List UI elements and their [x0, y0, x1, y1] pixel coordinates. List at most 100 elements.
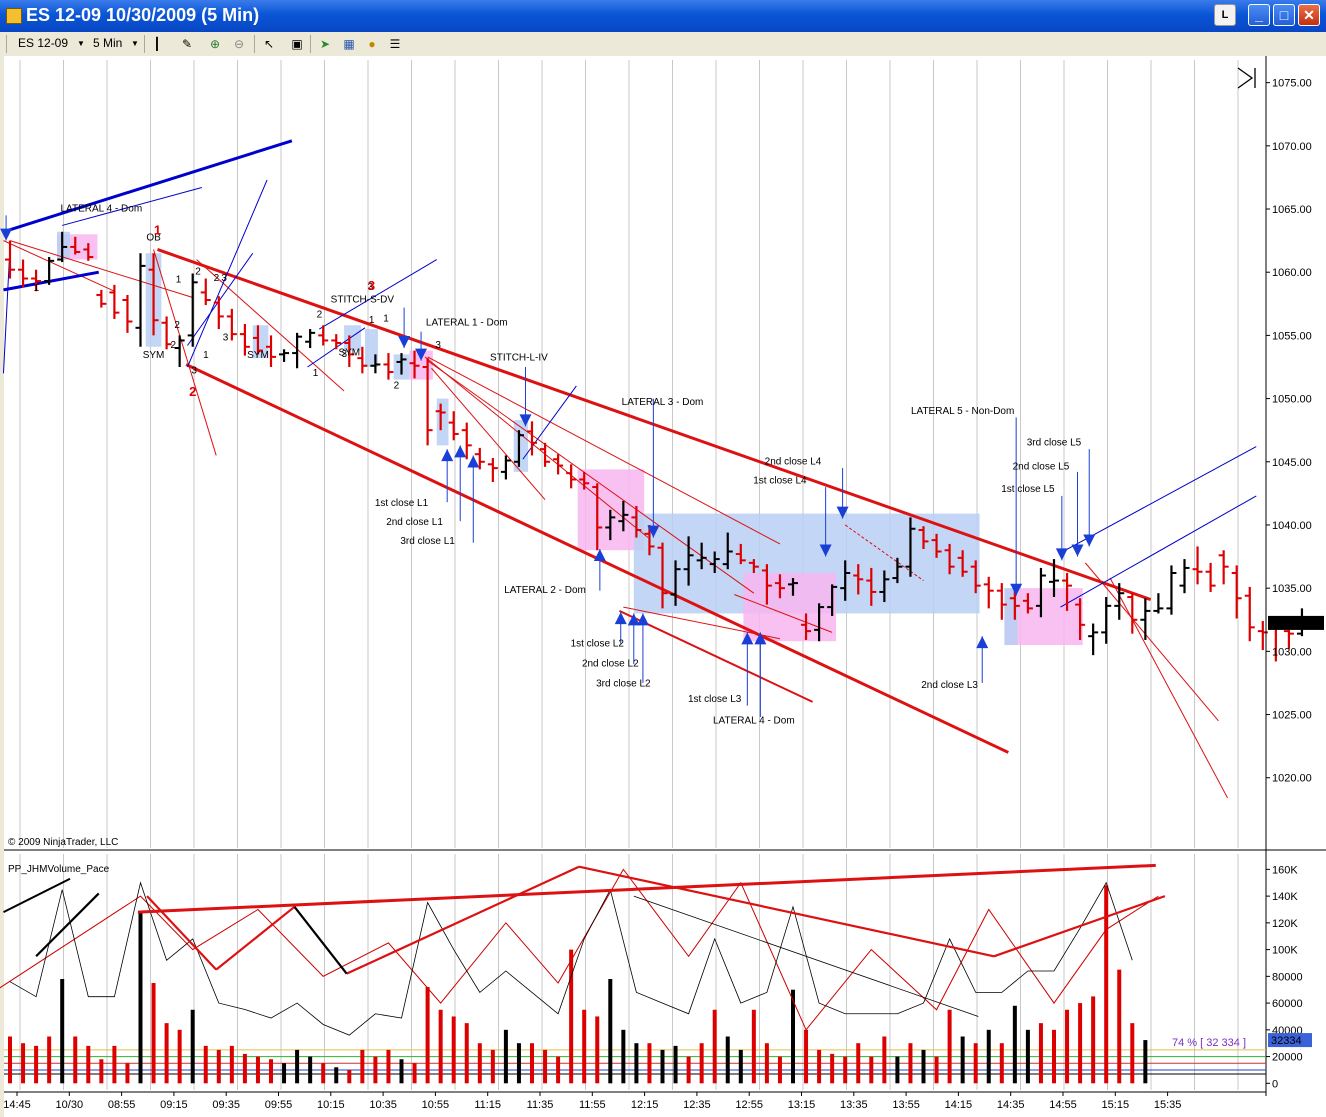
thin-line — [196, 259, 345, 392]
price-tick-label: 1070.00 — [1272, 141, 1312, 153]
volume-bar — [399, 1059, 404, 1084]
time-tick-label: 10:15 — [317, 1099, 345, 1111]
price-bar — [592, 483, 603, 551]
zoom-out-icon[interactable]: ⊖ — [233, 37, 245, 51]
price-bar — [239, 324, 250, 356]
chart-area[interactable]: LATERAL 4 - Dom OB SYM SYM SYM STITCH-S-DV LAT… — [0, 56, 1326, 1117]
time-tick-label: 09:15 — [160, 1099, 188, 1111]
volume-bar — [960, 1036, 965, 1084]
time-tick-label: 14:15 — [945, 1099, 973, 1111]
wave-count-label: 2 — [171, 340, 177, 351]
chevron-down-icon[interactable]: ▼ — [131, 39, 139, 48]
price-bar — [566, 464, 577, 489]
price-tick-label: 1030.00 — [1272, 646, 1312, 658]
blue-trend — [3, 270, 100, 292]
price-bar — [135, 253, 146, 347]
data-box-icon[interactable]: ☰ — [389, 37, 401, 51]
volume-bar — [190, 1009, 195, 1084]
volume-bar — [921, 1049, 926, 1084]
wave-count-label: 3 — [223, 332, 229, 343]
price-bar — [774, 574, 785, 599]
price-bar — [448, 411, 459, 441]
price-bar — [866, 567, 877, 606]
annotation-label: OB — [146, 233, 161, 244]
price-bar — [279, 349, 290, 362]
volume-bar — [791, 989, 795, 1084]
zoom-in-icon[interactable]: ⊕ — [209, 37, 221, 51]
wave-mark-2: 2 — [189, 384, 196, 399]
annotation-label: 1st close L1 — [375, 498, 429, 509]
price-bar — [527, 421, 537, 456]
price-bar — [1101, 597, 1112, 644]
volume-tick-label: 60000 — [1272, 998, 1303, 1010]
volume-bar — [373, 1056, 378, 1084]
link-button[interactable]: L — [1214, 4, 1236, 26]
properties-icon[interactable]: ▣ — [291, 37, 303, 51]
chevron-down-icon[interactable]: ▼ — [77, 39, 85, 48]
indicator-icon[interactable]: ▦ — [343, 37, 355, 51]
annotation-label: SYM — [143, 350, 165, 361]
bar-style-icon[interactable]: ┃ — [153, 37, 161, 51]
wave-count-label: 1 — [313, 368, 319, 379]
cursor-icon[interactable]: ↖ — [263, 37, 275, 51]
annotation-label: 3rd close L1 — [400, 536, 455, 547]
price-bar — [892, 557, 903, 584]
signal-arrow — [1083, 449, 1096, 547]
draw-pencil-icon[interactable]: ✎ — [181, 37, 193, 51]
annotation-label: SYM — [338, 348, 360, 359]
arrow-head — [519, 414, 532, 427]
price-bar — [226, 308, 237, 341]
scroll-end-icon[interactable] — [1237, 67, 1256, 89]
volume-trend-line — [146, 895, 217, 971]
wave-count-label: 3 — [435, 340, 441, 351]
instrument-selector[interactable]: ES 12-09 — [18, 36, 69, 50]
copyright-text: © 2009 NinjaTrader, LLC — [8, 837, 118, 848]
signal-arrow — [0, 215, 13, 241]
annotation-label: 2nd close L4 — [765, 456, 822, 467]
price-bars — [5, 231, 1307, 662]
price-bar — [435, 403, 446, 431]
price-bar — [605, 509, 616, 541]
arrow-head — [1071, 544, 1084, 557]
annotation-label: 2nd close L3 — [921, 680, 978, 691]
signal-arrow — [1071, 471, 1084, 557]
minimize-button[interactable]: _ — [1248, 4, 1270, 26]
lateral-box — [513, 420, 529, 472]
volume-bar — [1052, 1029, 1056, 1084]
wave-count-label: 3 — [221, 273, 227, 284]
volume-trend-line — [35, 892, 100, 958]
price-bar — [788, 578, 798, 596]
price-bar — [331, 334, 342, 350]
annotation-label: 1st close L3 — [688, 694, 742, 705]
volume-bar — [856, 1043, 861, 1084]
close-button[interactable]: ✕ — [1298, 4, 1320, 26]
arrow-head — [415, 348, 428, 361]
volume-bar — [999, 1043, 1004, 1084]
wave-mark-3: 3 — [368, 278, 375, 293]
annotation-label: 2nd close L5 — [1013, 461, 1070, 472]
volume-axis: 160K140K120K100K800006000040000200000323… — [1266, 864, 1312, 1090]
interval-selector[interactable]: 5 Min — [93, 36, 123, 50]
maximize-button[interactable]: □ — [1273, 4, 1295, 26]
volume-bar — [1130, 1023, 1135, 1084]
price-bar — [1049, 559, 1059, 598]
price-tick-label: 1060.00 — [1272, 267, 1312, 279]
price-bar — [500, 455, 511, 480]
price-tick-label: 1050.00 — [1272, 394, 1312, 406]
volume-bar — [777, 1056, 782, 1084]
tick-replay-icon[interactable]: ● — [368, 37, 376, 51]
volume-bar — [438, 1009, 443, 1084]
thin-line — [424, 356, 649, 538]
time-tick-label: 10:35 — [369, 1099, 397, 1111]
volume-bar — [334, 1067, 339, 1084]
time-tick-label: 15:15 — [1102, 1099, 1130, 1111]
volume-bar — [73, 1036, 78, 1084]
signal-arrow — [754, 632, 767, 718]
price-bar — [161, 316, 172, 350]
volume-bar — [138, 912, 143, 1084]
volume-bar — [34, 1045, 39, 1084]
arrow-head — [627, 613, 640, 626]
volume-bar — [647, 1043, 652, 1084]
strategy-icon[interactable]: ➤ — [319, 37, 331, 51]
price-bar — [618, 500, 629, 532]
